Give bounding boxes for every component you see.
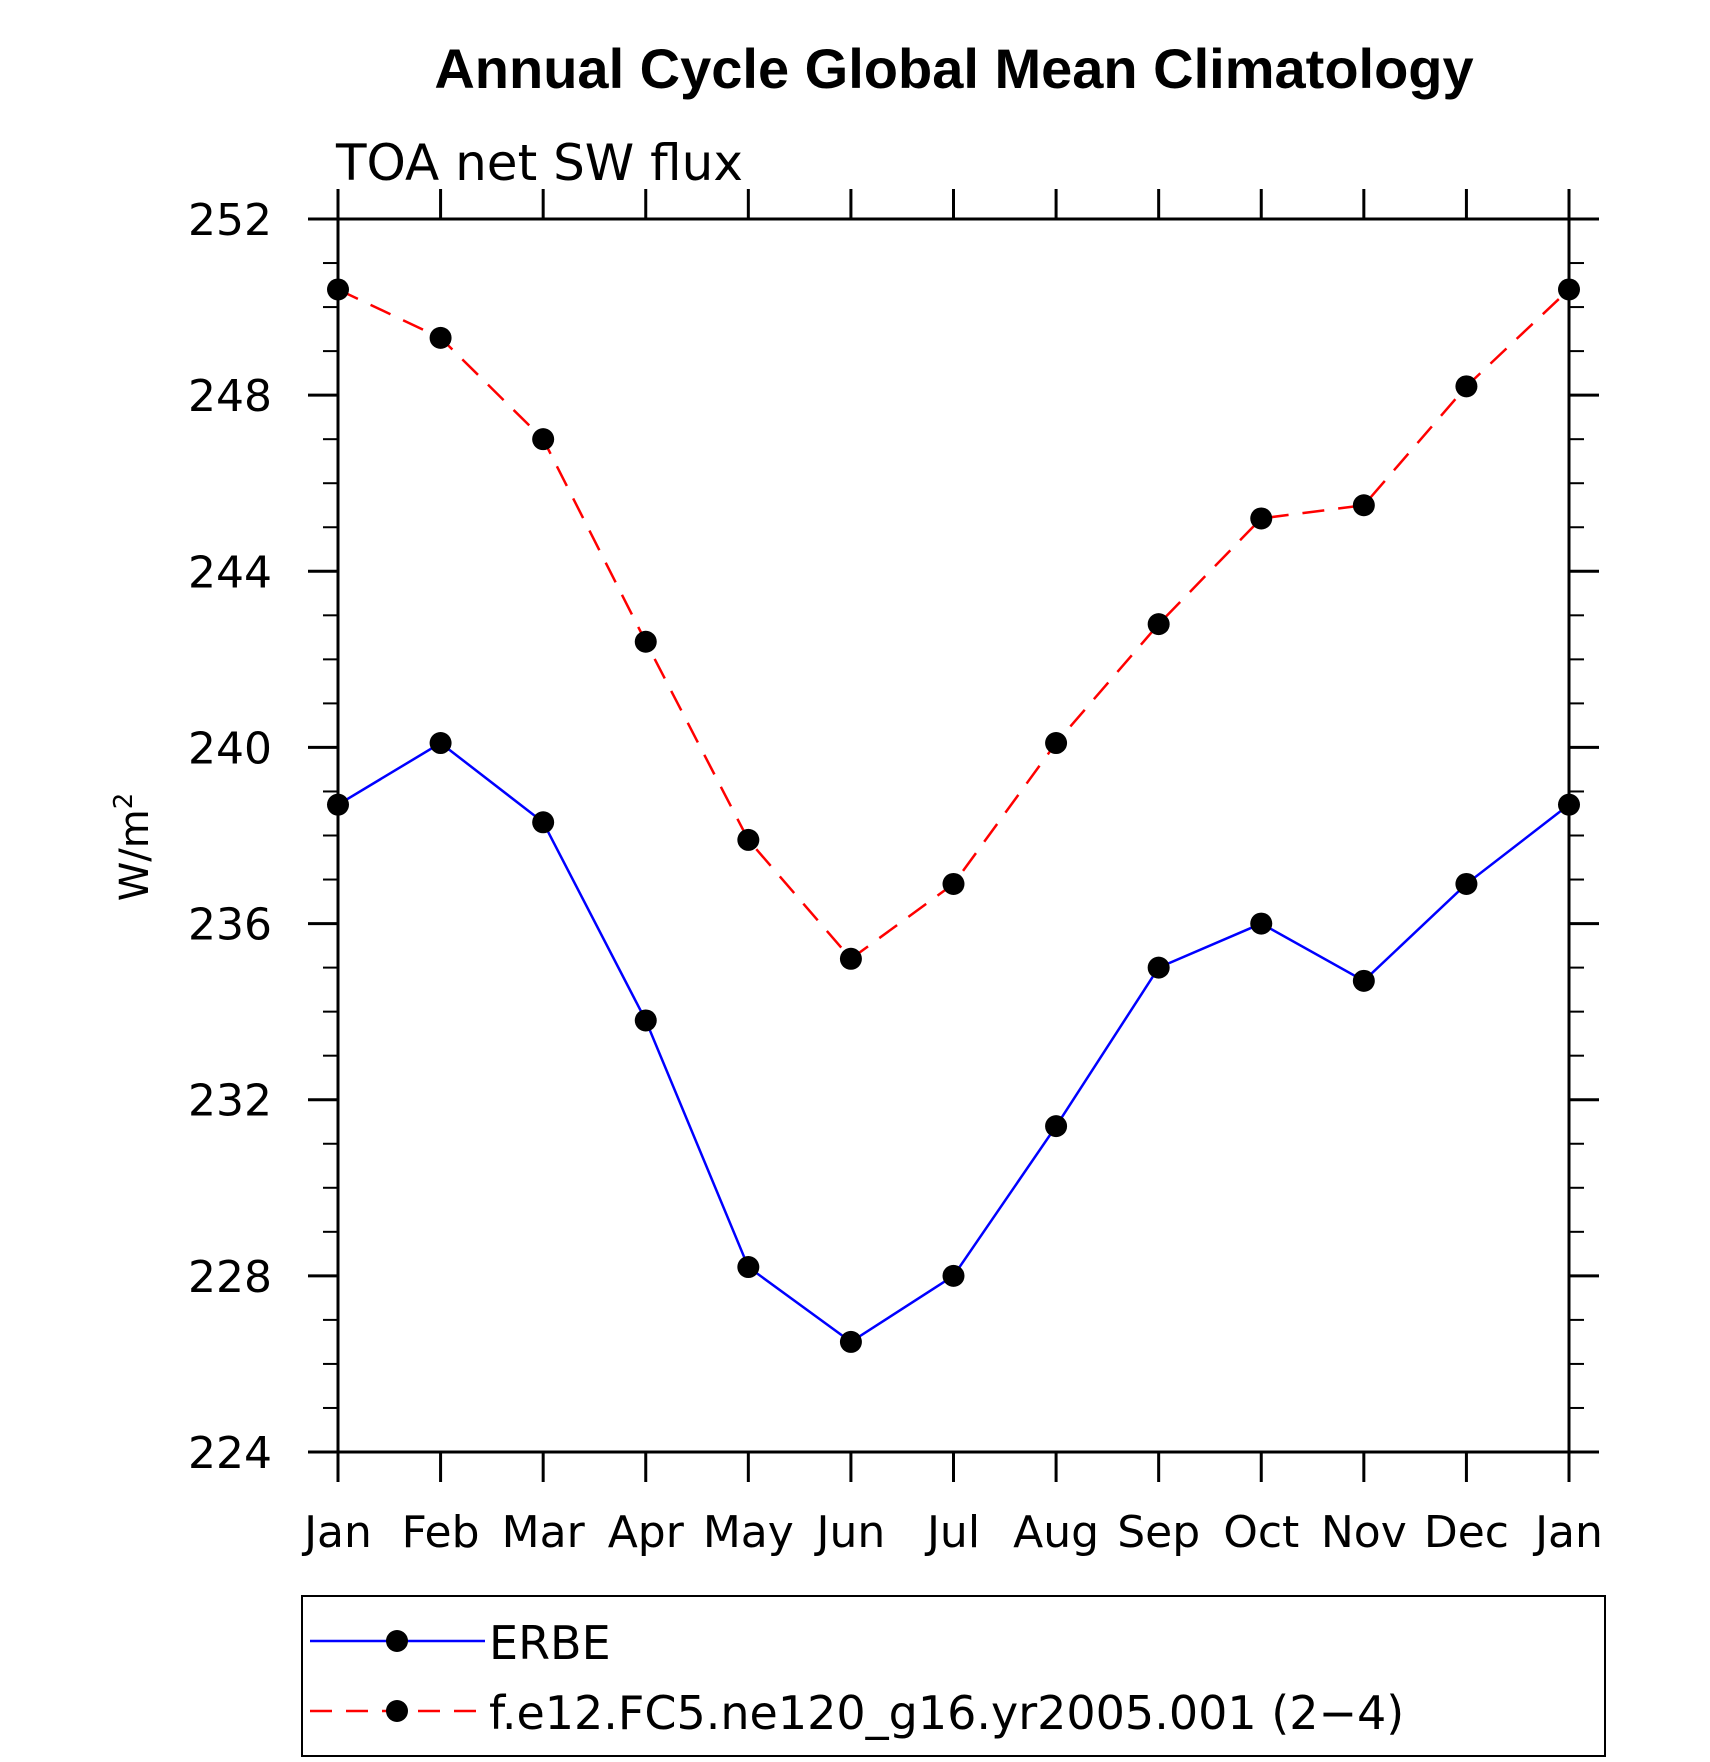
y-tick-label: 240 — [188, 723, 272, 774]
series-line — [337, 288, 1570, 961]
ticks-layer: Jan Feb Mar Apr May Jun Jul Aug Sep Oct Nov Dec Jan 2… — [188, 189, 1603, 1558]
y-tick-label: 244 — [188, 547, 272, 598]
y-tick-label: 224 — [188, 1428, 272, 1479]
legend-marker-erbe — [386, 1630, 408, 1652]
x-tick-label: May — [703, 1507, 794, 1558]
plot-frame — [336, 217, 1571, 1454]
legend-entry-model: f.e12.FC5.ne120_g16.yr2005.001 (2−4) — [310, 1686, 1404, 1740]
data-point — [1147, 956, 1170, 979]
y-axis-label-base: W/m — [112, 809, 158, 901]
data-point — [1352, 969, 1375, 992]
y-tick-label: 252 — [188, 195, 272, 246]
legend-label-model: f.e12.FC5.ne120_g16.yr2005.001 (2−4) — [489, 1686, 1404, 1740]
y-tick-label: 228 — [188, 1252, 272, 1303]
series-layer — [327, 278, 1580, 1353]
y-axis-label-superscript: 2 — [109, 793, 139, 810]
x-tick-label: Jan — [1532, 1507, 1603, 1558]
data-point — [1045, 732, 1068, 755]
legend: ERBE f.e12.FC5.ne120_g16.yr2005.001 (2−4… — [301, 1595, 1606, 1757]
data-point — [532, 428, 555, 451]
x-tick-label: Oct — [1223, 1507, 1299, 1558]
data-point — [737, 1256, 760, 1279]
data-point — [429, 732, 452, 755]
data-point — [1147, 613, 1170, 636]
chart-subtitle: TOA net SW flux — [335, 134, 743, 192]
data-point — [429, 326, 452, 349]
data-point — [737, 828, 760, 851]
y-tick-label: 236 — [188, 900, 272, 951]
data-point — [942, 1264, 965, 1287]
x-tick-label: Jan — [301, 1507, 372, 1558]
x-tick-label: Nov — [1321, 1507, 1407, 1558]
data-point — [839, 947, 862, 970]
x-tick-label: Aug — [1013, 1507, 1099, 1558]
series-line — [337, 741, 1570, 1344]
x-tick-label: Jul — [924, 1507, 980, 1558]
y-tick-label: 248 — [188, 371, 272, 422]
data-point — [1250, 912, 1273, 935]
legend-entry-erbe: ERBE — [310, 1616, 611, 1670]
x-tick-label: Jun — [814, 1507, 886, 1558]
legend-marker-model — [386, 1700, 408, 1722]
data-point — [1455, 375, 1478, 398]
x-tick-label: Sep — [1117, 1507, 1200, 1558]
x-tick-label: Feb — [402, 1507, 480, 1558]
y-tick-label: 232 — [188, 1076, 272, 1127]
data-point — [1455, 872, 1478, 895]
legend-box — [301, 1595, 1606, 1757]
svg-text:W/m2: W/m2 — [109, 793, 158, 902]
chart-title: Annual Cycle Global Mean Climatology — [434, 37, 1473, 100]
x-tick-label: Mar — [502, 1507, 586, 1558]
data-point — [1045, 1115, 1068, 1138]
legend-label-erbe: ERBE — [489, 1616, 611, 1670]
x-tick-label: Dec — [1424, 1507, 1509, 1558]
data-point — [634, 1009, 657, 1032]
data-point — [532, 811, 555, 834]
data-point — [634, 630, 657, 653]
x-tick-label: Apr — [608, 1507, 685, 1558]
y-axis-label: W/m2 — [109, 793, 158, 902]
data-point — [839, 1330, 862, 1353]
data-point — [1250, 507, 1273, 530]
data-point — [942, 872, 965, 895]
data-point — [1352, 494, 1375, 517]
